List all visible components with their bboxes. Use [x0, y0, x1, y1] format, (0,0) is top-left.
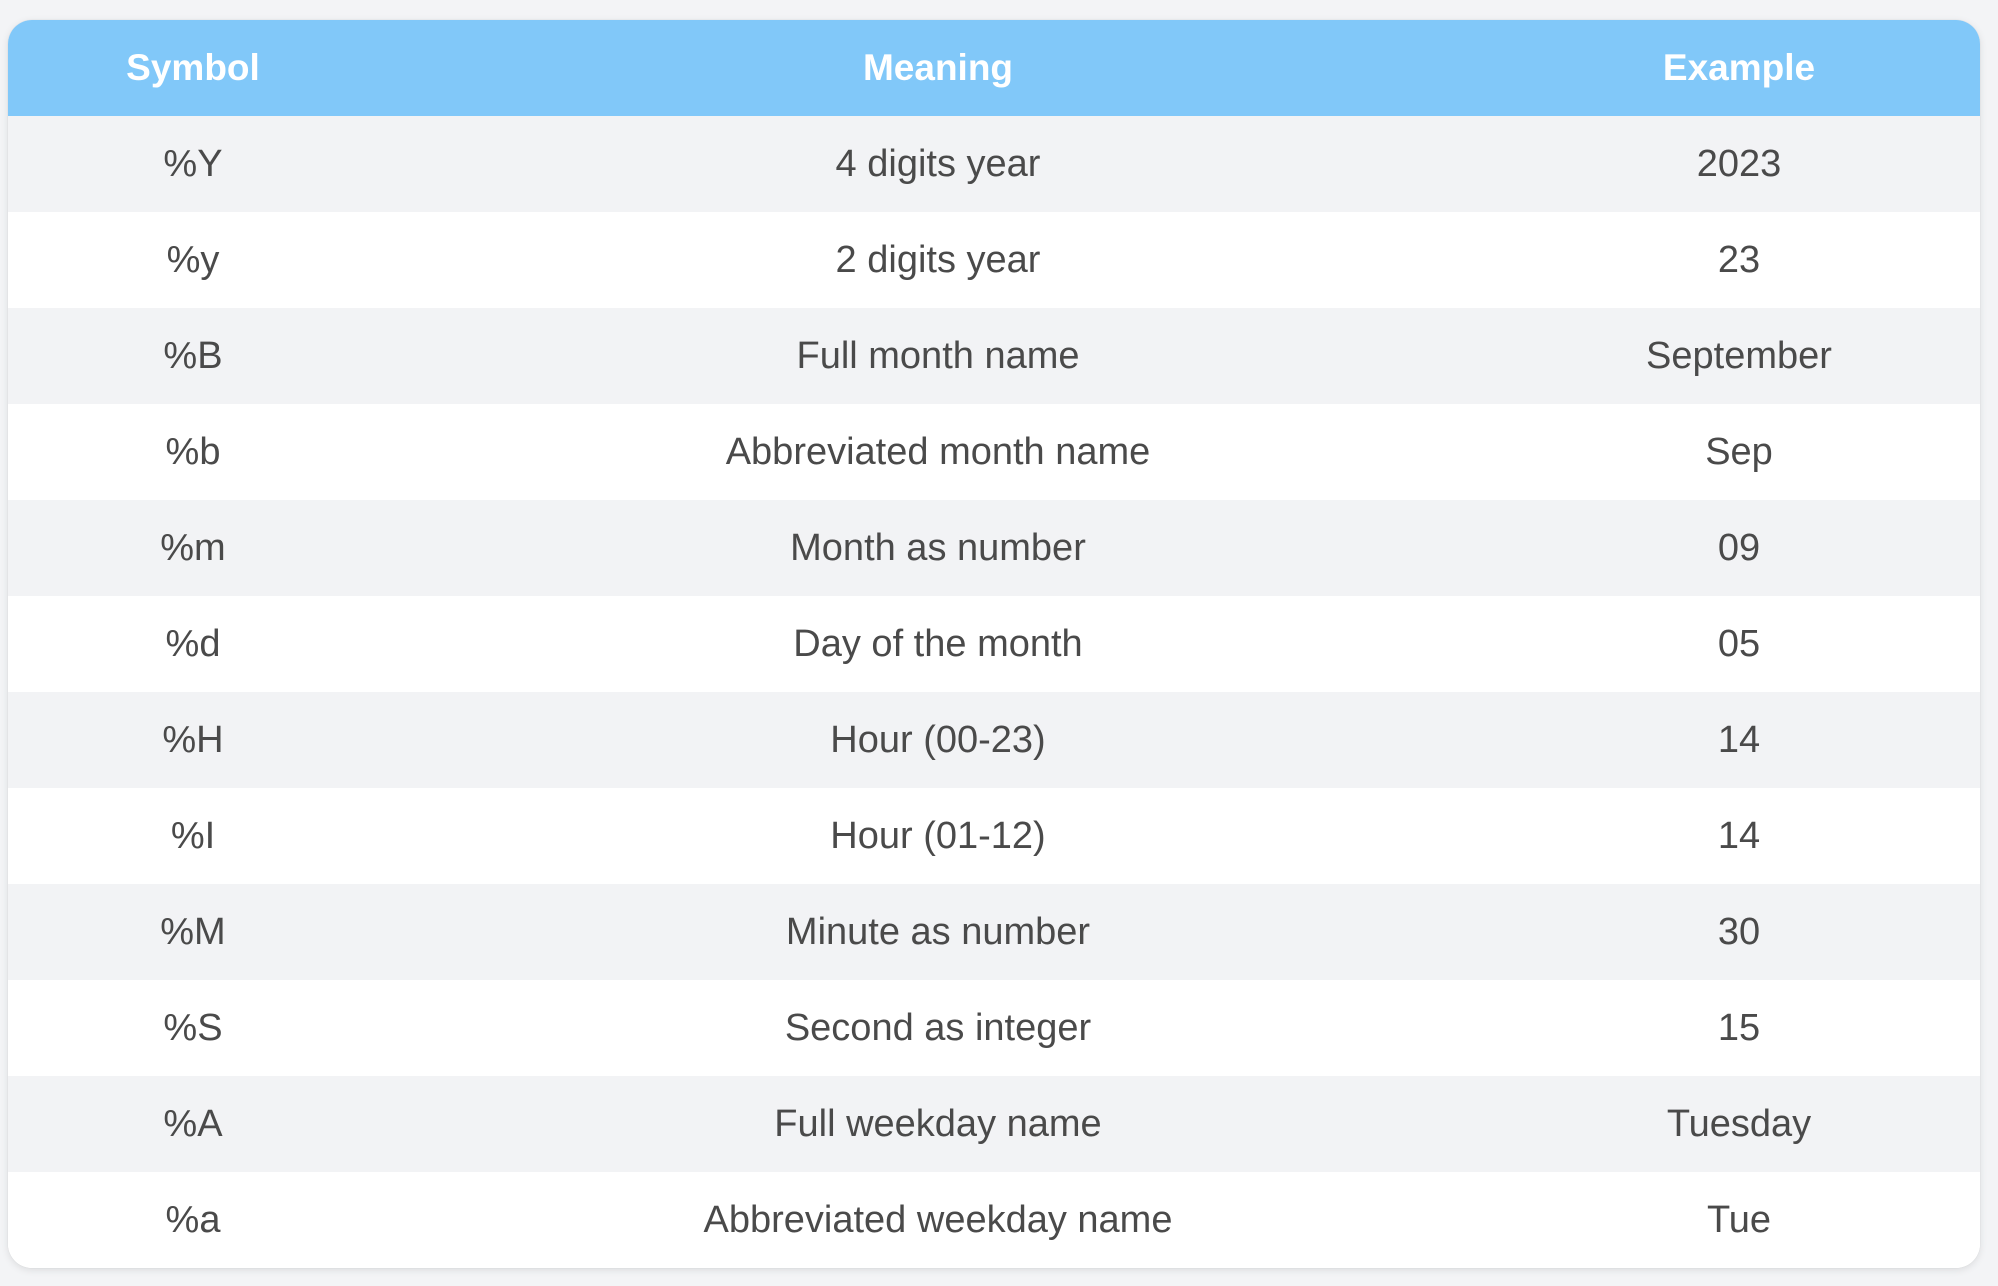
table-row: %y 2 digits year 23	[8, 212, 1980, 308]
cell-example: Sep	[1705, 430, 1773, 473]
cell-example: 30	[1717, 910, 1761, 953]
cell-symbol: %Y	[163, 142, 223, 185]
cell-meaning: Hour (01-12)	[830, 814, 1046, 857]
cell-symbol: %I	[170, 814, 216, 857]
cell-symbol: %m	[160, 526, 226, 569]
cell-symbol: %B	[163, 334, 223, 377]
cell-meaning: Full weekday name	[774, 1102, 1102, 1145]
format-codes-table: Symbol Meaning Example %Y 4 digits year 20…	[8, 20, 1980, 1268]
header-meaning: Meaning	[862, 47, 1014, 88]
table-row: %b Abbreviated month name Sep	[8, 404, 1980, 500]
table-header: Symbol Meaning Example	[8, 20, 1980, 116]
cell-meaning: Minute as number	[785, 910, 1091, 953]
table-body: %Y 4 digits year 2023 %y 2 digits year 23 %B Fu…	[8, 116, 1980, 1268]
cell-symbol: %S	[163, 1006, 223, 1049]
cell-example: Tuesday	[1666, 1102, 1812, 1145]
table-row: %I Hour (01-12) 14	[8, 788, 1980, 884]
header-example: Example	[1662, 47, 1816, 88]
cell-symbol: %d	[165, 622, 221, 665]
cell-meaning: 2 digits year	[835, 238, 1041, 281]
cell-meaning: Hour (00-23)	[830, 718, 1046, 761]
table-row: %d Day of the month 05	[8, 596, 1980, 692]
table-row: %H Hour (00-23) 14	[8, 692, 1980, 788]
cell-symbol: %a	[165, 1198, 221, 1241]
cell-example: 14	[1717, 718, 1761, 761]
cell-example: 2023	[1696, 142, 1782, 185]
table-row: %A Full weekday name Tuesday	[8, 1076, 1980, 1172]
cell-example: 09	[1717, 526, 1761, 569]
header-symbol: Symbol	[126, 47, 260, 88]
cell-example: Tue	[1706, 1198, 1772, 1241]
table-row: %Y 4 digits year 2023	[8, 116, 1980, 212]
table-header-row: Symbol Meaning Example	[8, 20, 1980, 116]
cell-symbol: %M	[160, 910, 226, 953]
cell-example: 05	[1717, 622, 1761, 665]
cell-symbol: %H	[162, 718, 224, 761]
format-codes-table-card: Symbol Meaning Example %Y 4 digits year 20…	[8, 20, 1980, 1268]
table-row: %a Abbreviated weekday name Tue	[8, 1172, 1980, 1268]
cell-meaning: Abbreviated month name	[725, 430, 1151, 473]
cell-meaning: 4 digits year	[835, 142, 1041, 185]
cell-example: September	[1646, 334, 1832, 377]
cell-meaning: Month as number	[790, 526, 1086, 569]
cell-meaning: Full month name	[796, 334, 1080, 377]
table-row: %S Second as integer 15	[8, 980, 1980, 1076]
table-row: %M Minute as number 30	[8, 884, 1980, 980]
table-row: %B Full month name September	[8, 308, 1980, 404]
table-row: %m Month as number 09	[8, 500, 1980, 596]
cell-symbol: %b	[165, 430, 221, 473]
cell-example: 15	[1717, 1006, 1761, 1049]
cell-meaning: Second as integer	[784, 1006, 1092, 1049]
cell-example: 23	[1717, 238, 1761, 281]
cell-example: 14	[1717, 814, 1761, 857]
cell-meaning: Day of the month	[793, 622, 1083, 665]
cell-symbol: %A	[163, 1102, 223, 1145]
cell-symbol: %y	[166, 238, 220, 281]
cell-meaning: Abbreviated weekday name	[703, 1198, 1173, 1241]
